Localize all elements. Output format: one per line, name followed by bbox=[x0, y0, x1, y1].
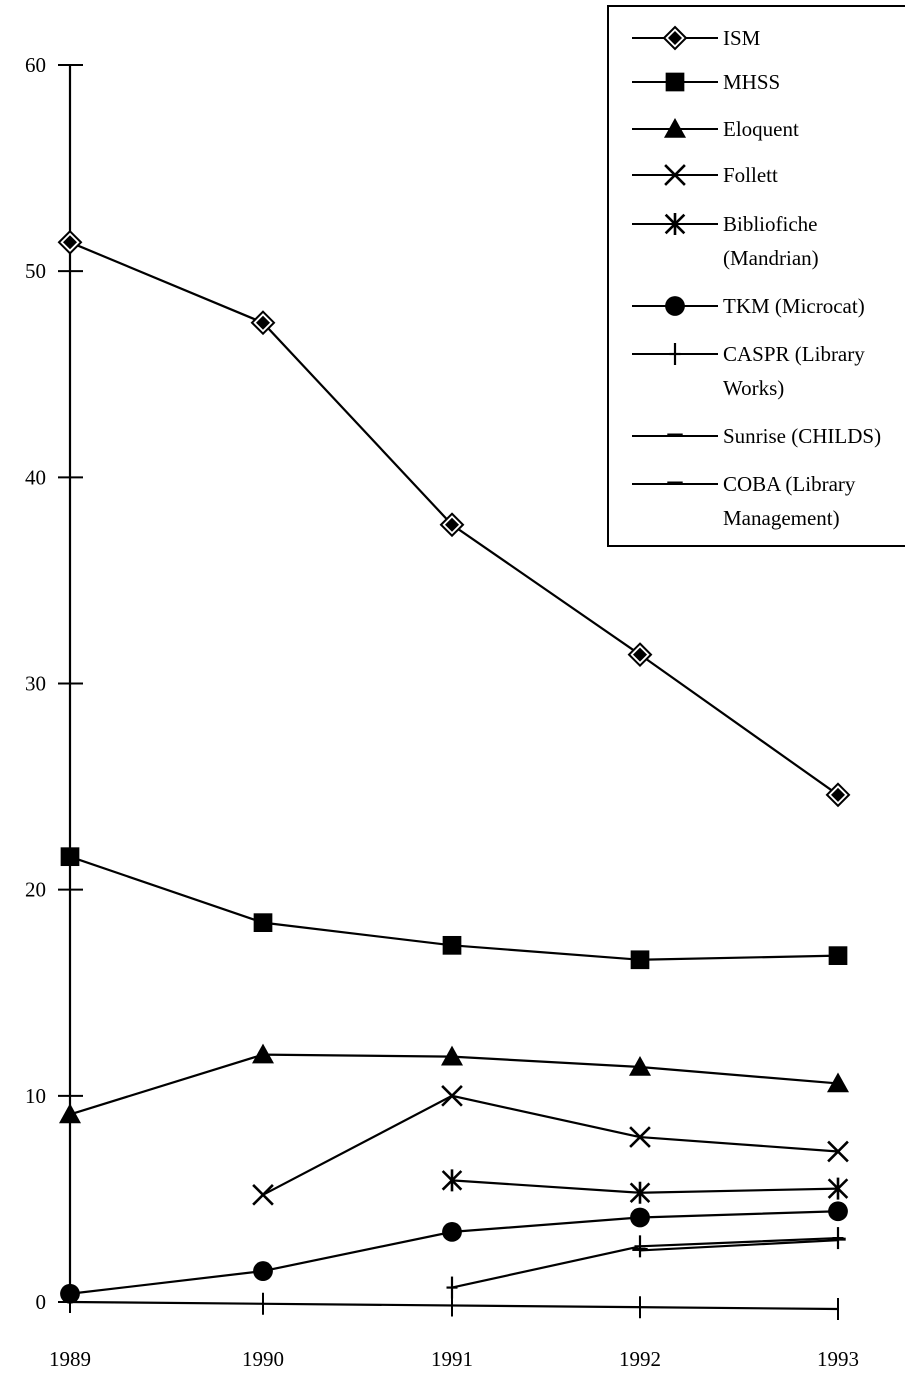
x-tick-label: 1992 bbox=[619, 1347, 661, 1371]
diamond-marker-fill bbox=[633, 647, 647, 662]
legend-label: Works) bbox=[723, 376, 784, 400]
legend-label: CASPR (Library bbox=[723, 342, 865, 366]
square-marker bbox=[630, 950, 650, 970]
triangle-marker bbox=[59, 1103, 81, 1124]
legend-item: CASPR (Library Works) bbox=[632, 342, 865, 400]
circle-marker bbox=[630, 1207, 650, 1228]
legend-item: Bibliofiche (Mandrian) bbox=[632, 212, 819, 270]
triangle-marker bbox=[252, 1043, 274, 1064]
x-tick-label: 1989 bbox=[49, 1347, 91, 1371]
square-marker bbox=[253, 913, 273, 933]
legend-item: Sunrise (CHILDS) bbox=[632, 424, 881, 448]
series-x-3 bbox=[252, 1085, 849, 1206]
series-triangle-2 bbox=[59, 1043, 849, 1124]
square-marker bbox=[828, 946, 848, 965]
circle-marker bbox=[253, 1261, 273, 1281]
legend-label: Eloquent bbox=[723, 117, 799, 141]
legend-item: TKM (Microcat) bbox=[632, 294, 865, 318]
circle-marker bbox=[665, 296, 685, 316]
diamond-marker-fill bbox=[256, 315, 270, 330]
triangle-marker bbox=[664, 118, 686, 138]
x-axis-line bbox=[69, 1300, 839, 1311]
series-layer bbox=[57, 229, 851, 1304]
series-dash-7 bbox=[632, 1237, 846, 1252]
x-marker-stroke bbox=[664, 164, 686, 186]
legend-item: MHSS bbox=[632, 70, 780, 94]
y-tick-label: 30 bbox=[25, 672, 46, 696]
circle-marker bbox=[60, 1283, 80, 1304]
square-marker bbox=[442, 935, 462, 955]
legend-label: Bibliofiche bbox=[723, 212, 817, 236]
square-marker bbox=[60, 847, 80, 867]
diamond-marker-fill bbox=[668, 31, 682, 45]
legend-box bbox=[607, 5, 905, 547]
axes: 0 10 20 30 40 50 60 1989 1990 1991 1992 1993 bbox=[25, 53, 859, 1371]
series-circle-5 bbox=[60, 1201, 848, 1304]
circle-marker bbox=[828, 1201, 848, 1222]
series-line bbox=[262, 1094, 839, 1196]
y-tick-label: 40 bbox=[25, 465, 46, 489]
x-marker-stroke bbox=[252, 1183, 274, 1206]
x-marker-stroke bbox=[441, 1085, 463, 1107]
y-tick-label: 20 bbox=[25, 878, 46, 902]
triangle-marker bbox=[629, 1055, 651, 1076]
square-marker bbox=[665, 72, 685, 92]
x-tick-label: 1993 bbox=[817, 1347, 859, 1371]
diamond-marker-fill bbox=[831, 787, 845, 802]
legend-item: Eloquent bbox=[632, 117, 799, 141]
series-asterisk-4 bbox=[441, 1169, 849, 1204]
legend-label: (Mandrian) bbox=[723, 246, 819, 270]
x-marker-stroke bbox=[827, 1140, 849, 1163]
triangle-marker bbox=[441, 1045, 463, 1066]
legend-label: COBA (Library bbox=[723, 472, 856, 496]
legend-label: Management) bbox=[723, 506, 840, 530]
legend: ISM MHSS Eloquent Follett Bibliofiche (Mandri… bbox=[607, 5, 905, 547]
legend-item: Follett bbox=[632, 163, 778, 187]
y-tick-label: 0 bbox=[36, 1290, 47, 1314]
series-square-1 bbox=[60, 847, 848, 970]
legend-label: TKM (Microcat) bbox=[723, 294, 865, 318]
diamond-marker-fill bbox=[63, 235, 77, 250]
legend-item: ISM bbox=[632, 25, 761, 51]
circle-marker bbox=[442, 1222, 462, 1242]
triangle-marker bbox=[827, 1072, 849, 1093]
x-tick-label: 1990 bbox=[242, 1347, 284, 1371]
series-line bbox=[639, 1239, 839, 1252]
legend-label: MHSS bbox=[723, 70, 780, 94]
legend-item: COBA (Library Management) bbox=[632, 472, 856, 530]
x-tick-label: 1991 bbox=[431, 1347, 473, 1371]
x-marker-stroke bbox=[629, 1126, 651, 1148]
series-diamond-0 bbox=[57, 229, 851, 808]
y-tick-label: 10 bbox=[25, 1084, 46, 1108]
series-plus-6 bbox=[446, 1227, 844, 1299]
diamond-marker-fill bbox=[445, 517, 459, 532]
legend-label: Follett bbox=[723, 163, 778, 187]
y-tick-label: 60 bbox=[25, 53, 46, 77]
y-tick-label: 50 bbox=[25, 259, 46, 283]
legend-label: ISM bbox=[723, 26, 761, 50]
legend-label: Sunrise (CHILDS) bbox=[723, 424, 881, 448]
